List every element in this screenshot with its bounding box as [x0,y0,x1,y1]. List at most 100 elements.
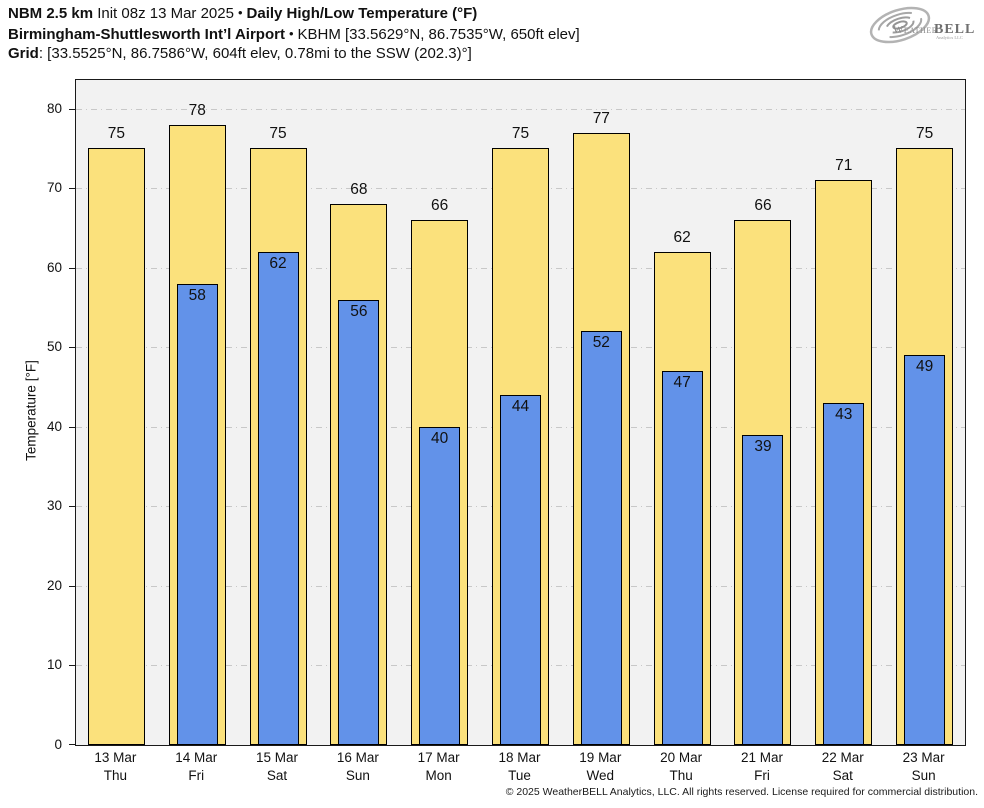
high-value-label: 75 [269,125,287,143]
grid-label: Grid [8,45,39,62]
logo-bell-text: BELL [934,22,975,37]
x-label-date: 15 Mar [256,750,299,765]
high-value-label: 62 [673,228,691,246]
high-value-label: 77 [592,109,610,127]
low-bar [176,283,218,745]
y-tick-10 [69,665,75,667]
x-tick-label: 23 Mar Sun [884,749,964,784]
x-label-weekday: Thu [103,767,128,783]
logo-sub-text: Analytics LLC [936,35,963,40]
x-label-weekday: Fri [188,767,205,783]
x-label-date: 17 Mar [417,750,460,765]
weatherbell-logo: Weather BELL Analytics LLC [869,6,975,44]
x-label-weekday: Sun [911,767,936,783]
low-value-label: 58 [188,286,206,304]
y-tick-label-70: 70 [46,180,62,196]
station-meta: KBHM [33.5629°N, 86.7535°W, 650ft elev] [297,25,580,43]
x-label-date: 20 Mar [660,750,703,765]
high-value-label: 75 [915,125,934,143]
x-label-date: 16 Mar [336,750,379,765]
x-label-weekday: Fri [754,767,770,783]
x-tick-label: 15 Mar Sat [237,749,317,784]
low-bar [419,426,461,745]
header-line-2: Birmingham-Shuttlesworth Int’l Airport • K… [8,24,580,45]
x-label-weekday: Sun [345,767,370,783]
y-tick-20 [69,585,75,587]
high-value-label: 78 [188,101,206,119]
low-value-label: 39 [754,437,772,455]
x-label-date: 23 Mar [902,750,945,765]
bullet-separator: • [237,5,243,20]
gridline-80 [76,108,965,110]
low-bar [257,251,299,745]
copyright-notice: © 2025 WeatherBELL Analytics, LLC. All r… [505,786,978,798]
y-tick-80 [69,108,75,110]
low-bar [500,395,541,745]
x-tick-label: 21 Mar Fri [722,749,802,784]
x-label-date: 22 Mar [821,750,864,765]
x-tick-label: 20 Mar Thu [641,749,721,784]
y-tick-30 [69,506,75,508]
x-label-weekday: Thu [669,767,693,783]
x-label-weekday: Sat [266,767,288,783]
y-tick-label-60: 60 [46,259,62,275]
low-bar [904,355,946,745]
high-value-label: 71 [835,157,853,175]
x-label-date: 21 Mar [740,750,783,765]
x-label-date: 13 Mar [94,750,137,765]
low-value-label: 44 [511,398,530,415]
station-name: Birmingham-Shuttlesworth Int’l Airport [8,25,285,43]
y-tick-label-40: 40 [46,418,62,434]
y-tick-label-20: 20 [46,577,62,593]
bullet-separator: • [288,25,294,41]
high-value-label: 68 [350,181,368,199]
x-tick-label: 18 Mar Tue [480,749,560,784]
x-tick-label: 16 Mar Sun [318,749,398,784]
low-bar [661,371,703,745]
low-value-label: 56 [350,302,368,320]
y-tick-label-0: 0 [54,737,62,752]
x-tick-label: 19 Mar Wed [560,749,640,784]
x-axis-labels: 13 Mar Thu 14 Mar Fri 15 Mar Sat 16 Mar Sun 17 M… [75,749,964,789]
x-tick-label: 17 Mar Mon [399,749,479,784]
low-bar [338,299,380,745]
chart-header: NBM 2.5 km Init 08z 13 Mar 2025 • Daily Hi… [8,3,580,64]
x-label-weekday: Tue [508,767,531,783]
plot-area: 75 78 58 75 62 68 56 66 40 75 44 77 52 62 47 66 39 71 43 75… [69,79,966,746]
grid-meta: : [33.5525°N, 86.7586°W, 604ft elev, 0.7… [38,45,472,62]
high-value-label: 75 [511,125,530,143]
y-axis-labels: 0 10 20 30 40 50 60 70 80 [0,79,62,752]
low-value-label: 49 [915,358,934,376]
x-label-date: 18 Mar [498,750,541,765]
y-tick-70 [69,188,75,190]
y-tick-60 [69,267,75,269]
logo-weather-text: Weather [893,24,938,36]
low-value-label: 52 [592,334,610,352]
product-title: Daily High/Low Temperature (°F) [246,5,478,22]
y-tick-label-80: 80 [46,100,62,116]
low-bar [580,331,622,745]
low-bar [742,434,784,745]
low-bar [823,402,865,745]
low-value-label: 40 [431,429,449,447]
model-name: NBM 2.5 km [8,5,94,22]
low-value-label: 62 [269,254,287,272]
y-tick-40 [69,426,75,428]
y-tick-0 [69,744,75,745]
x-label-weekday: Sat [832,767,853,783]
y-tick-label-10: 10 [46,657,62,673]
x-label-weekday: Mon [425,767,452,783]
high-value-label: 66 [754,197,772,214]
y-tick-label-30: 30 [46,498,62,514]
x-tick-label: 14 Mar Fri [156,749,236,784]
x-label-date: 14 Mar [175,750,218,765]
header-line-3: Grid: [33.5525°N, 86.7586°W, 604ft elev,… [8,44,580,64]
y-tick-label-50: 50 [46,339,62,355]
high-value-label: 75 [107,125,126,143]
x-tick-label: 13 Mar Thu [75,749,155,784]
x-tick-label: 22 Mar Sat [803,749,883,784]
y-tick-50 [69,347,75,349]
x-label-weekday: Wed [586,767,615,783]
high-value-label: 66 [431,197,449,214]
